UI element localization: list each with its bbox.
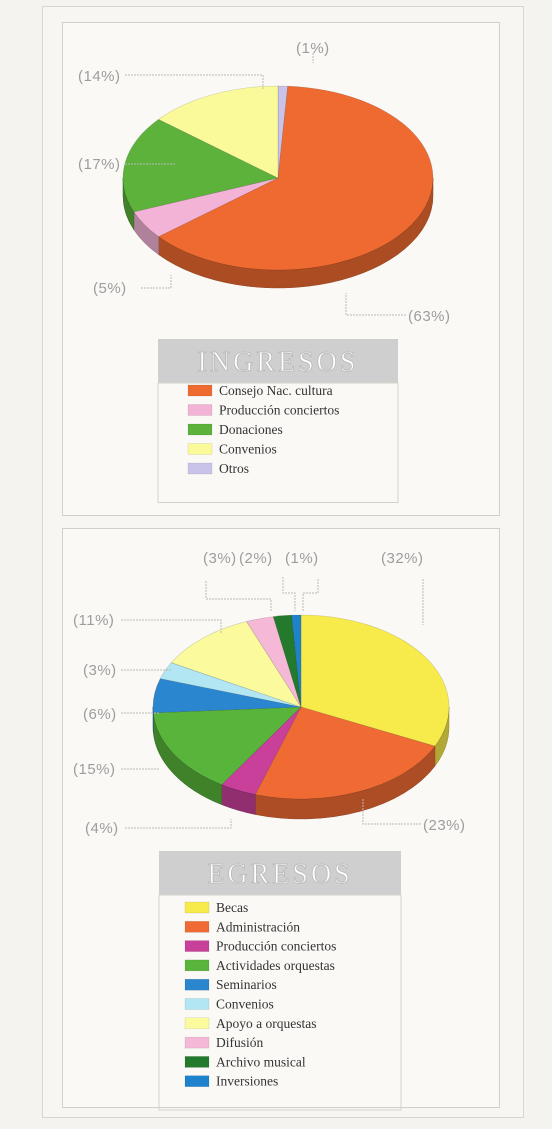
ingresos-label-donaciones: (17%) — [78, 156, 121, 173]
egresos-slice-produccion-conciertos — [221, 706, 302, 795]
ingresos-slice-produccion-conciertos — [133, 177, 279, 237]
egresos-leader-inversiones — [302, 579, 319, 611]
ingresos-legend-label-produccion-conciertos: Producción conciertos — [219, 403, 339, 418]
egresos-leader-produccion-conciertos — [125, 819, 232, 829]
ingresos-legend-swatch-donaciones — [187, 423, 213, 436]
egresos-slice-actividades-orquestas — [152, 706, 302, 786]
ingresos-label-otros: (1%) — [296, 40, 330, 57]
ingresos-slice-consejo-nac-cultura — [157, 85, 434, 271]
egresos-slice-administracion — [254, 706, 436, 800]
egresos-slice-difusion — [246, 616, 302, 708]
egresos-legend-swatch-actividades-orquestas — [184, 959, 210, 972]
egresos-slice-becas — [300, 614, 450, 747]
ingresos-label-produccion-conciertos: (5%) — [93, 280, 127, 297]
ingresos-panel: (1%) (14%) (17%) (5%) (63%) INGRESOS Consejo N… — [62, 22, 500, 516]
egresos-label-becas: (32%) — [381, 550, 424, 567]
ingresos-slice-otros — [277, 85, 289, 179]
egresos-legend-swatch-becas — [184, 901, 210, 914]
egresos-legend-swatch-difusion — [184, 1036, 210, 1049]
egresos-slice-archivo-musical — [272, 614, 302, 708]
egresos-label-apoyo-a-orquestas: (11%) — [73, 612, 114, 629]
ingresos-legend-label-donaciones: Donaciones — [219, 422, 283, 437]
egresos-legend-swatch-archivo-musical — [184, 1056, 210, 1068]
egresos-chart: (3%) (2%) (1%) (32%)(11%)(3%)(6%)(15%)(4%)(… — [73, 550, 466, 1111]
ingresos-label-consejo-nac-cultura: (63%) — [408, 308, 451, 325]
egresos-slice-inversiones — [291, 614, 302, 708]
egresos-label-archivo-musical: (2%) — [239, 550, 273, 567]
ingresos-title-banner — [158, 339, 398, 383]
ingresos-title: INGRESOS — [198, 347, 359, 378]
egresos-label-inversiones: (1%) — [285, 550, 319, 567]
egresos-leader-apoyo-a-orquestas — [121, 619, 222, 634]
egresos-title-banner — [159, 851, 401, 895]
egresos-pie-top — [152, 614, 450, 800]
egresos-legend-label-archivo-musical: Archivo musical — [216, 1054, 306, 1069]
egresos-title: EGRESOS — [207, 859, 352, 890]
ingresos-legend-swatch-convenios — [187, 443, 213, 455]
egresos-slice-seminarios — [152, 678, 302, 714]
ingresos-legend-swatch-otros — [187, 462, 213, 475]
ingresos-leader-consejo-nac-cultura — [345, 293, 406, 316]
egresos-label-seminarios: (6%) — [83, 706, 117, 723]
ingresos-legend: Consejo Nac. cultura Producción concierto… — [187, 383, 339, 476]
ingresos-legend-swatch-produccion-conciertos — [187, 404, 213, 416]
egresos-legend-swatch-seminarios — [184, 978, 210, 991]
egresos-legend: Becas Administración Producción conciertos… — [184, 900, 336, 1089]
egresos-label-produccion-conciertos: (4%) — [85, 820, 119, 837]
egresos-leader-administracion — [362, 799, 421, 825]
ingresos-leader-convenios — [125, 74, 264, 89]
egresos-legend-frame — [158, 894, 402, 1111]
egresos-label-convenios: (3%) — [83, 662, 117, 679]
egresos-legend-swatch-inversiones — [184, 1075, 210, 1087]
egresos-label-administracion: (23%) — [423, 817, 466, 834]
ingresos-chart: (1%) (14%) (17%) (5%) (63%) INGRESOS Consejo N… — [78, 40, 451, 503]
egresos-legend-label-difusion: Difusión — [216, 1035, 264, 1050]
egresos-legend-label-administracion: Administración — [216, 919, 300, 934]
egresos-legend-swatch-produccion-conciertos — [184, 940, 210, 952]
egresos-label-difusion: (3%) — [203, 550, 237, 567]
egresos-legend-label-becas: Becas — [216, 900, 248, 915]
ingresos-legend-frame — [157, 382, 399, 503]
ingresos-slice-convenios — [157, 85, 279, 179]
ingresos-legend-swatch-consejo-nac-cultura — [187, 384, 213, 397]
egresos-legend-swatch-administracion — [184, 921, 210, 933]
egresos-legend-swatch-convenios — [184, 998, 210, 1010]
egresos-legend-label-seminarios: Seminarios — [216, 977, 277, 992]
ingresos-leader-produccion-conciertos — [141, 275, 172, 289]
egresos-legend-label-produccion-conciertos: Producción conciertos — [216, 939, 336, 954]
egresos-panel: (3%) (2%) (1%) (32%) (11%) (3%) (6%) (15%) (4%)(… — [62, 528, 500, 1111]
ingresos-legend-label-consejo-nac-cultura: Consejo Nac. cultura — [219, 383, 333, 398]
egresos-slice-convenios — [159, 662, 302, 708]
ingresos-slice-donaciones — [122, 119, 279, 213]
ingresos-legend-label-convenios: Convenios — [219, 442, 277, 457]
egresos-legend-label-convenios: Convenios — [216, 997, 274, 1012]
egresos-legend-label-actividades-orquestas: Actividades orquestas — [216, 958, 335, 973]
egresos-legend-label-apoyo-a-orquestas: Apoyo a orquestas — [216, 1016, 316, 1031]
ingresos-label-convenios: (14%) — [78, 68, 121, 85]
ingresos-legend-label-otros: Otros — [219, 461, 249, 476]
egresos-slice-apoyo-a-orquestas — [170, 621, 302, 708]
egresos-legend-swatch-apoyo-a-orquestas — [184, 1017, 210, 1030]
egresos-leader-archivo-musical — [282, 577, 296, 611]
ingresos-pie-top — [122, 85, 434, 271]
egresos-label-actividades-orquestas: (15%) — [73, 761, 116, 778]
egresos-leader-difusion — [205, 581, 272, 611]
egresos-legend-label-inversiones: Inversiones — [216, 1074, 278, 1089]
